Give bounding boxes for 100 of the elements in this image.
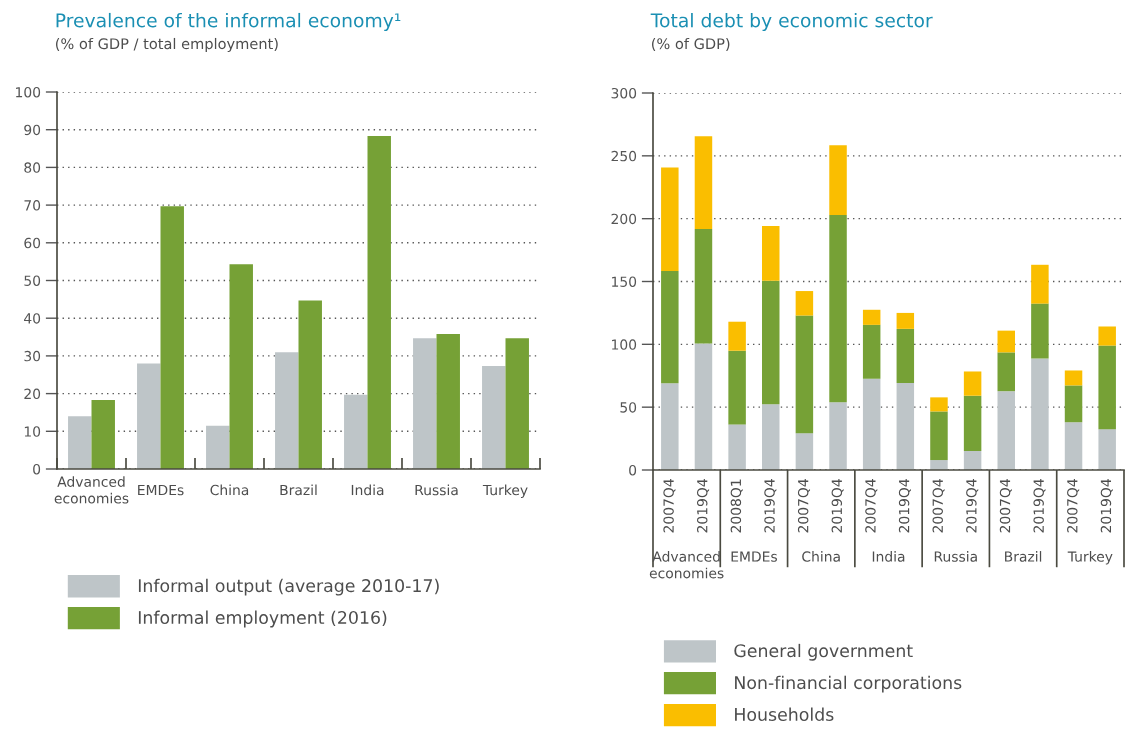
y-tick-label: 30 — [24, 350, 41, 362]
x-tick-label: 2008Q1 — [730, 479, 743, 533]
legend-label: Non-financial corporations — [735, 675, 962, 693]
x-tick-label: China — [210, 484, 249, 496]
x-tick-label: 2019Q4 — [831, 479, 844, 533]
y-tick-label: 200 — [611, 213, 637, 225]
bar — [275, 352, 299, 469]
bar — [413, 338, 437, 469]
bar — [661, 383, 679, 470]
bar — [694, 343, 713, 470]
text: China — [802, 551, 840, 562]
bar — [1031, 358, 1049, 470]
bar — [829, 215, 847, 403]
bar — [963, 371, 982, 396]
x-tick-label: 2019Q4 — [764, 479, 777, 533]
chart-subtitle: (% of GDP / total employment) — [56, 37, 278, 53]
text: Turkey — [1067, 551, 1113, 565]
bar — [661, 167, 679, 271]
bar — [795, 315, 814, 434]
bar — [896, 312, 915, 329]
bar — [762, 404, 780, 470]
x-tick-label: Russia — [415, 484, 458, 496]
bar — [762, 225, 780, 281]
y-tick-label: 100 — [16, 86, 41, 98]
bar — [829, 145, 847, 216]
bar — [728, 321, 746, 351]
x-tick-label: India — [351, 484, 384, 496]
legend-label: General government — [734, 643, 913, 661]
x-tick-label: 2007Q4 — [663, 479, 676, 533]
bar — [1064, 385, 1083, 423]
bar — [694, 136, 713, 229]
bar — [930, 411, 948, 461]
bar — [963, 450, 982, 470]
text: EMDEs — [731, 551, 777, 562]
y-tick-label: 300 — [611, 87, 637, 99]
legend-label: Households — [735, 707, 834, 721]
bar — [728, 424, 746, 470]
y-tick-label: 10 — [24, 426, 41, 437]
text: Brazil — [1005, 551, 1042, 562]
x-tick-label: 2007Q4 — [999, 479, 1012, 533]
x-tick-label: EMDEs — [138, 484, 184, 496]
y-tick-label: 0 — [33, 463, 41, 475]
bar — [298, 300, 322, 469]
bar — [505, 338, 529, 469]
bar — [997, 330, 1015, 353]
bar — [997, 352, 1015, 392]
bar — [436, 334, 460, 469]
y-tick-label: 60 — [24, 237, 41, 249]
bar — [930, 460, 948, 470]
y-tick-label: 50 — [620, 402, 637, 413]
x-tick-label: 2019Q4 — [898, 479, 911, 533]
bar — [1064, 370, 1083, 386]
chart-title: Prevalence of the informal economy¹ — [56, 12, 401, 32]
x-tick-label: 2019Q4 — [1033, 479, 1046, 533]
x-tick-label: Turkey — [482, 484, 528, 498]
bar — [862, 324, 881, 379]
x-tick-label: 2007Q4 — [932, 479, 945, 533]
bar — [997, 391, 1015, 470]
bar — [862, 378, 881, 470]
y-tick-label: 40 — [24, 313, 41, 324]
y-tick-label: 90 — [24, 124, 41, 136]
x-tick-label: 2007Q4 — [797, 479, 811, 533]
bar — [1098, 345, 1116, 430]
legend-label: Informal employment (2016) — [138, 610, 387, 628]
y-tick-label: 0 — [629, 464, 637, 476]
bar — [728, 350, 746, 425]
bar — [137, 363, 161, 469]
bar — [160, 206, 184, 469]
bar — [795, 433, 814, 470]
x-tick-label: 2019Q4 — [1100, 479, 1113, 533]
text: Russia — [934, 551, 977, 562]
bar — [206, 425, 230, 469]
bar — [930, 397, 948, 412]
bar — [963, 395, 982, 451]
bar — [1031, 264, 1049, 304]
text: India — [872, 551, 905, 562]
x-tick-label: 2019Q4 — [696, 479, 710, 533]
bar — [1098, 429, 1116, 470]
x-tick-label: 2007Q4 — [1067, 479, 1080, 533]
bar — [68, 416, 92, 469]
y-tick-label: 80 — [24, 162, 41, 173]
bar — [344, 394, 368, 469]
y-tick-label: 250 — [611, 150, 637, 162]
x-tick-label: Advanced economies — [54, 476, 129, 504]
bar — [1064, 422, 1083, 470]
legend-label: Informal output (average 2010-17) — [138, 578, 439, 596]
y-tick-label: 150 — [612, 276, 637, 287]
bar — [482, 366, 506, 469]
bar — [829, 402, 847, 470]
bar — [896, 383, 915, 470]
x-tick-label: 2007Q4 — [865, 479, 878, 533]
y-tick-label: 50 — [24, 275, 41, 286]
bar — [91, 400, 115, 469]
y-tick-label: 20 — [24, 388, 41, 400]
x-tick-label: 2019Q4 — [966, 479, 979, 533]
bar — [367, 136, 391, 469]
y-tick-label: 70 — [24, 200, 41, 211]
x-tick-label: Brazil — [280, 484, 317, 496]
bar — [694, 228, 713, 344]
chart-title: Total debt by economic sector — [650, 12, 933, 32]
